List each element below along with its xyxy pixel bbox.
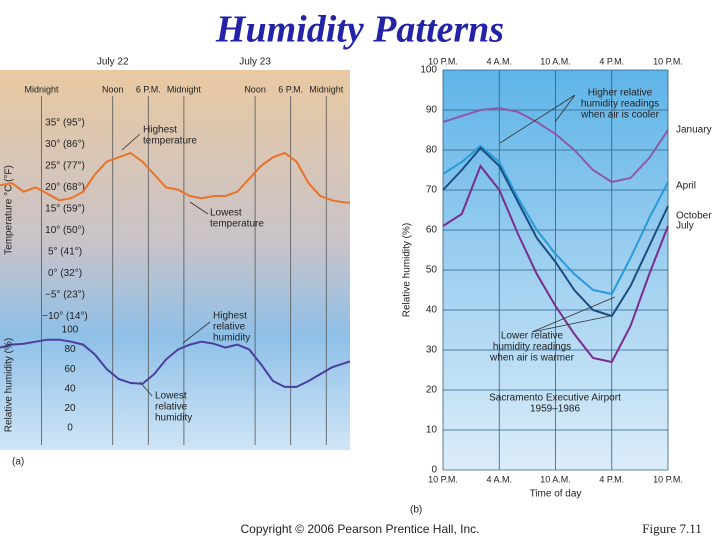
x-tick-label: 4 P.M.: [599, 474, 624, 484]
y-axis-label: Temperature °C (°F): [4, 165, 15, 255]
x-tick-label: 4 A.M.: [486, 56, 512, 66]
y-tick-label: 90: [426, 105, 438, 116]
annotation: Higher relative: [588, 88, 653, 99]
legend-label: April: [676, 181, 696, 192]
annotation: humidity readings: [581, 99, 659, 110]
x-axis-label: Time of day: [530, 489, 582, 500]
leader-lines: [121, 94, 616, 397]
y-tick-label: 70: [426, 185, 438, 196]
annotation: relative: [155, 402, 188, 413]
y-tick-label: 100: [420, 65, 437, 76]
line: [0, 338, 351, 388]
y-tick-label: 60: [426, 225, 438, 236]
date-label: July 22: [97, 57, 129, 68]
slide-title: Humidity Patterns: [215, 9, 504, 51]
x-tick-label: Noon: [244, 84, 266, 94]
x-tick-label: 4 A.M.: [486, 474, 512, 484]
line: [442, 144, 669, 296]
annotation: Lowest: [210, 208, 242, 219]
y-tick-label: 60: [64, 364, 76, 375]
x-tick-label: Midnight: [309, 84, 344, 94]
line: [0, 151, 350, 204]
x-tick-label: 10 P.M.: [428, 474, 458, 484]
x-tick-label: 10 A.M.: [540, 474, 571, 484]
y-tick-label: 20: [64, 403, 76, 414]
annotation: Highest: [143, 125, 177, 136]
legend-label: July: [676, 221, 694, 232]
annotation: temperature: [210, 219, 264, 230]
y-tick-label: 10: [426, 425, 438, 436]
annotation: 1959–1986: [530, 404, 580, 415]
y-tick-label: 35° (95°): [45, 118, 85, 129]
x-tick-label: 10 P.M.: [428, 56, 458, 66]
y-tick-label: 0° (32°): [48, 268, 82, 279]
annotation: when air is cooler: [580, 110, 659, 121]
y-tick-label: −10° (14°): [42, 311, 88, 322]
x-tick-label: Noon: [102, 84, 124, 94]
y-tick-label: 5° (41°): [48, 247, 82, 258]
x-tick-label: 10 P.M.: [653, 56, 683, 66]
y-tick-label: 25° (77°): [45, 161, 85, 172]
x-tick-label: Midnight: [167, 84, 202, 94]
date-label: July 23: [239, 57, 271, 68]
x-tick-label: 6 P.M.: [136, 84, 161, 94]
line: [442, 106, 669, 184]
annotation: Lower relative: [501, 331, 564, 342]
line: [442, 146, 669, 318]
figure-label: Figure 7.11: [642, 521, 701, 536]
y-tick-label: 0: [431, 465, 437, 476]
x-tick-label: 6 P.M.: [278, 84, 303, 94]
y-tick-label: 10° (50°): [45, 225, 85, 236]
annotation: temperature: [143, 136, 197, 147]
y-tick-label: 30: [426, 345, 438, 356]
legend-label: October: [676, 211, 712, 222]
annotation: Highest: [213, 311, 247, 322]
y-tick-label: 20° (68°): [45, 182, 85, 193]
y-tick-label: 20: [426, 385, 438, 396]
line: [442, 164, 669, 364]
y-tick-label: 40: [64, 383, 76, 394]
y-tick-label: 100: [62, 325, 79, 336]
panel-label: (a): [12, 457, 24, 468]
x-tick-label: 10 A.M.: [540, 56, 571, 66]
y-tick-label: 30° (86°): [45, 139, 85, 150]
annotation: humidity: [213, 333, 250, 344]
y-axis-label: Relative humidity (%): [402, 223, 413, 317]
y-tick-label: −5° (23°): [45, 290, 85, 301]
y-axis-label: Relative humidity (%): [4, 338, 15, 432]
annotation: relative: [213, 322, 246, 333]
x-tick-label: Midnight: [25, 84, 60, 94]
annotation: Sacramento Executive Airport: [489, 393, 621, 404]
annotation: humidity: [155, 413, 192, 424]
legend-label: January: [676, 125, 712, 136]
y-tick-label: 50: [426, 265, 438, 276]
y-tick-label: 15° (59°): [45, 204, 85, 215]
y-tick-label: 80: [426, 145, 438, 156]
y-tick-label: 40: [426, 305, 438, 316]
y-tick-label: 80: [64, 344, 76, 355]
y-tick-label: 0: [67, 423, 73, 434]
annotation: Lowest: [155, 391, 187, 402]
x-tick-label: 4 P.M.: [599, 56, 624, 66]
annotation: humidity readings: [493, 342, 571, 353]
x-tick-label: 10 P.M.: [653, 474, 683, 484]
copyright: Copyright © 2006 Pearson Prentice Hall, …: [241, 522, 480, 536]
annotation: when air is warmer: [489, 353, 575, 364]
panel-label: (b): [410, 505, 422, 516]
